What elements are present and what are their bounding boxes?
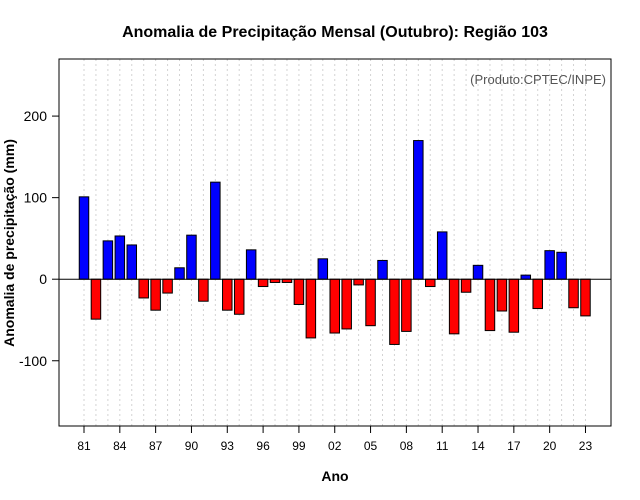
x-tick-label: 02 xyxy=(328,439,342,453)
bar-1995 xyxy=(245,249,257,280)
x-tick-label: 93 xyxy=(221,439,235,453)
bar-1989 xyxy=(174,267,185,280)
bar-2008 xyxy=(401,278,412,332)
y-tick-label: 100 xyxy=(24,190,48,206)
x-tick-label: 81 xyxy=(77,439,91,453)
x-tick-label: 84 xyxy=(113,439,127,453)
y-tick-label: 200 xyxy=(24,108,48,124)
bar-2001 xyxy=(317,258,329,280)
bar-1999 xyxy=(293,278,305,305)
bar-1992 xyxy=(210,181,221,280)
bar-1982 xyxy=(90,278,102,320)
bar-2004 xyxy=(353,278,364,286)
bar-2018 xyxy=(520,274,532,280)
x-tick-label: 17 xyxy=(507,439,521,453)
bar-2010 xyxy=(425,278,436,288)
bar-2021 xyxy=(556,251,567,280)
vertical-grid xyxy=(83,59,586,426)
bar-2002 xyxy=(329,278,340,334)
bar-1996 xyxy=(257,278,269,288)
bar-2013 xyxy=(460,278,472,293)
bar-1990 xyxy=(186,234,197,280)
chart-title: Anomalia de Precipitação Mensal (Outubro… xyxy=(122,24,548,41)
x-tick-label: 08 xyxy=(400,439,414,453)
bar-2011 xyxy=(436,231,448,280)
x-axis-label: Ano xyxy=(321,468,348,484)
bar-1981 xyxy=(78,196,90,280)
bar-2006 xyxy=(377,259,388,280)
bar-1993 xyxy=(222,278,233,311)
bar-1987 xyxy=(150,278,161,311)
y-tick-label: 0 xyxy=(39,271,47,287)
bar-2009 xyxy=(413,140,424,280)
source-annotation: (Produto:CPTEC/INPE) xyxy=(470,72,606,87)
bar-2020 xyxy=(544,250,555,280)
bar-1986 xyxy=(138,278,149,299)
x-axis: 81 84 87 90 93 96 99 02 05 08 11 14 17 20 23 xyxy=(77,426,592,453)
bar-2022 xyxy=(568,278,579,309)
bar-2015 xyxy=(484,278,496,332)
bar-1991 xyxy=(198,278,209,302)
bar-2014 xyxy=(472,264,484,280)
bar-2003 xyxy=(341,278,352,330)
x-tick-label: 20 xyxy=(543,439,557,453)
bar-2019 xyxy=(532,278,543,310)
bar-1994 xyxy=(233,278,245,315)
bar-1988 xyxy=(162,278,173,294)
bar-1984 xyxy=(114,235,126,280)
bar-2023 xyxy=(580,278,591,317)
x-tick-label: 23 xyxy=(579,439,593,453)
x-tick-label: 05 xyxy=(364,439,378,453)
bar-1985 xyxy=(126,244,138,280)
bars-group xyxy=(78,140,591,345)
x-tick-label: 14 xyxy=(471,439,485,453)
x-tick-label: 96 xyxy=(256,439,270,453)
bar-2000 xyxy=(305,278,317,339)
bar-2007 xyxy=(389,278,400,345)
x-tick-label: 90 xyxy=(185,439,199,453)
bar-2012 xyxy=(448,278,460,335)
bar-2005 xyxy=(365,278,376,327)
bar-1983 xyxy=(102,240,114,280)
x-tick-label: 11 xyxy=(436,439,449,453)
bar-2017 xyxy=(508,278,520,333)
y-axis-label: Anomalia de precipitação (mm) xyxy=(1,139,17,347)
y-axis: -100 0 100 200 xyxy=(19,108,59,369)
y-tick-label: -100 xyxy=(19,353,47,369)
x-tick-label: 87 xyxy=(149,439,163,453)
x-tick-label: 99 xyxy=(292,439,306,453)
bar-2016 xyxy=(496,278,508,312)
